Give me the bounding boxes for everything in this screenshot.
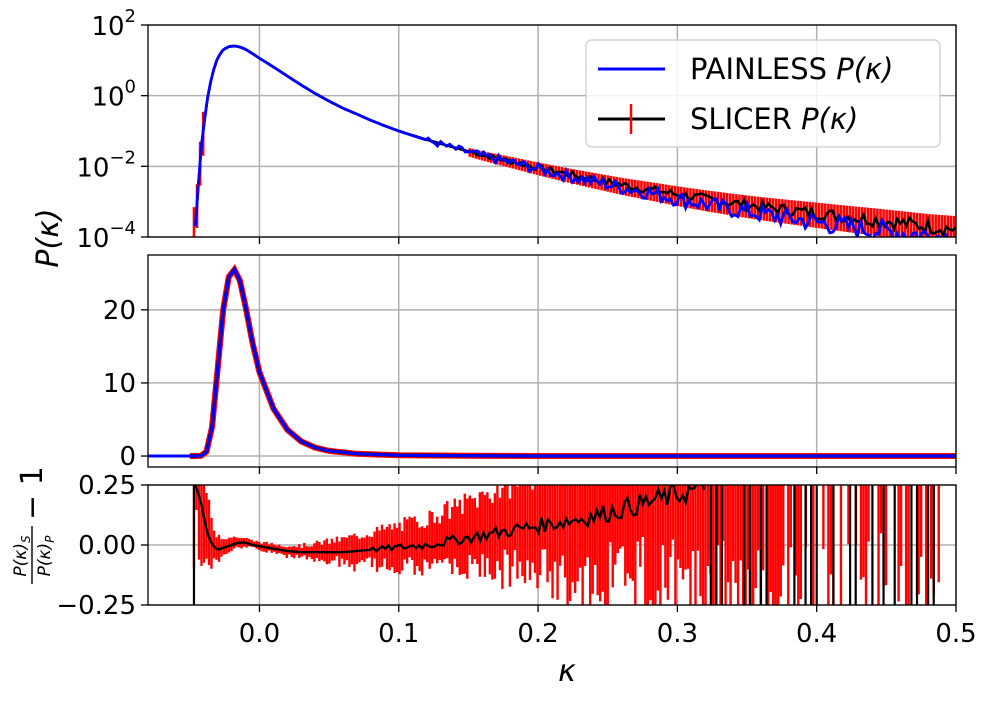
middle-axes-frame — [147, 254, 957, 468]
x-tick-label-5: 0.5 — [935, 619, 976, 649]
middle-ticks: 0 10 20 — [103, 296, 957, 474]
bottom-ticks: 0.0 0.1 0.2 0.3 0.4 0.5 −0.25 0.00 0.25 — [56, 471, 976, 649]
middle-panel: 0 10 20 — [103, 254, 957, 474]
y-tick-label-2: 20 — [103, 296, 136, 326]
ratio-denominator: P(κ)P — [35, 535, 57, 577]
y-tick-label-1: 0.00 — [78, 531, 136, 561]
y-tick-label-0: −0.25 — [56, 591, 136, 621]
middle-grid — [148, 255, 957, 467]
legend-label-painless: PAINLESS P(κ) — [690, 52, 893, 86]
ratio-numerator: P(κ)S — [11, 535, 33, 577]
legend: PAINLESS P(κ) SLICER P(κ) — [585, 39, 941, 148]
ratio-minus-one: − 1 — [15, 466, 50, 520]
x-tick-label-1: 0.1 — [378, 619, 419, 649]
y-tick-label-2: 0.25 — [78, 471, 136, 501]
x-tick-label-3: 0.3 — [657, 619, 698, 649]
painless-line — [194, 44, 949, 237]
y-tick-label-2: 100 — [91, 77, 136, 113]
legend-box — [585, 39, 941, 148]
middle-lines — [148, 263, 956, 459]
middle-painless-line — [148, 266, 956, 458]
y-axis-label-ratio: P(κ)S P(κ)P − 1 — [11, 466, 57, 584]
middle-slicer-errorband — [189, 263, 956, 459]
x-axis-label: κ — [558, 654, 576, 689]
ratio-line — [194, 485, 706, 554]
x-tick-label-2: 0.2 — [517, 619, 558, 649]
x-tick-label-4: 0.4 — [796, 619, 837, 649]
middle-slicer-line — [189, 266, 956, 458]
y-tick-label-0: 0 — [119, 442, 136, 472]
legend-label-slicer: SLICER P(κ) — [690, 102, 858, 136]
y-axis-label-shared: P(κ) — [31, 208, 66, 267]
top-ticks: 10−4 10−2 100 102 — [76, 6, 957, 254]
top-panel: 10−4 10−2 100 102 — [76, 6, 957, 254]
top-axes-frame — [147, 24, 957, 238]
y-tick-label-3: 102 — [91, 6, 136, 42]
bottom-error-bars — [192, 485, 940, 605]
top-lines — [194, 44, 956, 237]
x-tick-label-0: 0.0 — [239, 619, 280, 649]
y-tick-label-0: 10−4 — [76, 218, 136, 254]
y-tick-label-1: 10−2 — [76, 147, 136, 183]
y-tick-label-1: 10 — [103, 369, 136, 399]
bottom-lines — [192, 485, 935, 605]
bottom-panel: 0.0 0.1 0.2 0.3 0.4 0.5 −0.25 0.00 0.25 — [56, 471, 976, 649]
